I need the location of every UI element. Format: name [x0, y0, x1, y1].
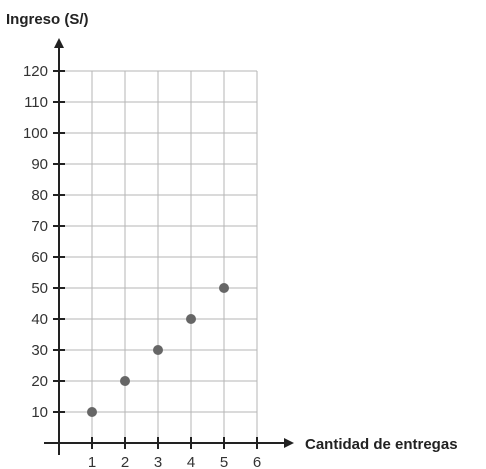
x-tick-label: 4: [187, 454, 195, 469]
y-tick-label: 80: [31, 187, 48, 204]
y-tick-label: 20: [31, 373, 48, 390]
y-tick-label: 60: [31, 249, 48, 266]
data-point: [186, 314, 196, 324]
y-tick-label: 120: [23, 63, 48, 80]
ticks: 1 2 3 4 5 6 10 20 30 40 50 60 70 80 90 100 110 120: [23, 63, 261, 469]
data-point: [120, 376, 130, 386]
y-tick-label: 90: [31, 156, 48, 173]
y-tick-label: 10: [31, 404, 48, 421]
y-tick-label: 70: [31, 218, 48, 235]
axes: [44, 38, 294, 455]
x-tick-label: 5: [220, 454, 228, 469]
y-tick-label: 40: [31, 311, 48, 328]
y-tick-label: 100: [23, 125, 48, 142]
x-axis-title: Cantidad de entregas: [305, 436, 458, 453]
y-tick-label: 30: [31, 342, 48, 359]
x-tick-label: 1: [88, 454, 96, 469]
data-point: [153, 345, 163, 355]
data-point: [87, 407, 97, 417]
y-axis-title: Ingreso (S/): [6, 11, 89, 28]
data-point: [219, 283, 229, 293]
y-tick-label: 110: [24, 94, 48, 111]
grid: [59, 70, 258, 443]
x-tick-label: 3: [154, 454, 162, 469]
y-tick-label: 50: [31, 280, 48, 297]
x-tick-label: 2: [121, 454, 129, 469]
x-tick-label: 6: [253, 454, 261, 469]
data-points: [87, 283, 229, 417]
